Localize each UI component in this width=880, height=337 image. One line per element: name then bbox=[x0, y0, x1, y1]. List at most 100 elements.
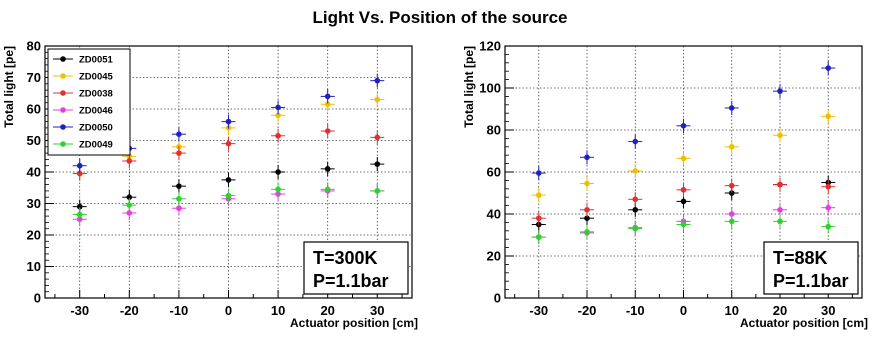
data-point bbox=[171, 201, 186, 216]
marker bbox=[825, 223, 832, 230]
condition-annotation: T=88K P=1.1bar bbox=[763, 241, 859, 295]
legend-marker bbox=[60, 141, 66, 147]
data-point bbox=[821, 200, 836, 215]
marker bbox=[535, 234, 542, 240]
annotation-line: P=1.1bar bbox=[773, 271, 849, 291]
marker bbox=[535, 215, 542, 221]
data-point bbox=[370, 130, 385, 145]
y-tick-label: 80 bbox=[27, 39, 41, 54]
marker bbox=[584, 215, 590, 221]
data-point bbox=[772, 128, 787, 143]
y-tick-label: 20 bbox=[27, 228, 41, 243]
data-point bbox=[221, 172, 236, 187]
marker bbox=[632, 196, 639, 203]
data-point bbox=[221, 188, 236, 203]
data-point bbox=[370, 183, 385, 198]
marker bbox=[728, 190, 735, 196]
marker bbox=[76, 211, 83, 218]
marker bbox=[584, 207, 590, 213]
y-tick-label: 10 bbox=[27, 259, 41, 274]
legend-marker bbox=[60, 73, 66, 79]
data-point bbox=[320, 123, 335, 139]
x-tick-label: 0 bbox=[680, 303, 687, 318]
marker bbox=[825, 204, 832, 211]
marker bbox=[324, 128, 331, 134]
marker bbox=[777, 218, 783, 225]
data-point bbox=[271, 164, 286, 180]
data-point bbox=[320, 182, 335, 197]
x-tick-label: 0 bbox=[225, 303, 232, 318]
y-tick-label: 80 bbox=[487, 123, 501, 138]
marker bbox=[535, 170, 542, 176]
data-point bbox=[580, 150, 595, 165]
annotation-box bbox=[763, 241, 859, 295]
data-point bbox=[772, 214, 787, 229]
legend-label: ZD0038 bbox=[79, 89, 113, 100]
marker bbox=[76, 170, 83, 177]
y-tick-label: 30 bbox=[27, 196, 41, 211]
marker bbox=[76, 203, 83, 210]
annotation-line: P=1.1bar bbox=[313, 271, 389, 291]
data-point bbox=[531, 188, 546, 203]
marker bbox=[225, 118, 232, 125]
marker bbox=[176, 150, 182, 156]
marker bbox=[584, 154, 590, 161]
y-tick-label: 120 bbox=[479, 39, 501, 54]
marker bbox=[126, 158, 133, 164]
data-point bbox=[676, 151, 691, 166]
y-tick-label: 100 bbox=[479, 81, 501, 96]
series-ZD0038 bbox=[72, 123, 385, 181]
data-point bbox=[72, 158, 87, 173]
data-point bbox=[531, 211, 546, 226]
marker bbox=[275, 112, 281, 119]
y-axis-label: Total light [pe] bbox=[2, 46, 16, 128]
data-point bbox=[724, 214, 739, 229]
marker bbox=[324, 186, 331, 193]
y-tick-label: 20 bbox=[487, 249, 501, 264]
condition-annotation: T=300K P=1.1bar bbox=[303, 241, 409, 295]
legend-marker bbox=[60, 56, 66, 62]
legend: ZD0051 ZD0045 ZD0038 ZD0046 ZD0050 ZD0049 bbox=[47, 48, 131, 156]
series-ZD0045 bbox=[531, 109, 836, 203]
marker bbox=[680, 123, 687, 129]
marker bbox=[825, 183, 832, 190]
x-tick-label: -10 bbox=[170, 303, 189, 318]
data-point bbox=[724, 139, 739, 154]
marker bbox=[126, 194, 133, 200]
plot-frame bbox=[504, 45, 863, 299]
data-point bbox=[772, 84, 787, 99]
series-ZD0049 bbox=[72, 182, 385, 222]
series-ZD0049 bbox=[531, 214, 836, 245]
data-point bbox=[171, 146, 186, 161]
data-point bbox=[821, 109, 836, 124]
data-point bbox=[531, 230, 546, 245]
marker bbox=[176, 205, 182, 212]
marker bbox=[225, 140, 232, 147]
marker bbox=[728, 218, 735, 225]
marker bbox=[632, 225, 639, 232]
series-ZD0050 bbox=[531, 60, 836, 181]
marker bbox=[176, 195, 182, 202]
data-point bbox=[724, 100, 739, 116]
marker bbox=[374, 188, 381, 194]
figure-title: Light Vs. Position of the source bbox=[312, 8, 567, 27]
chart-panels: -30 -20 -10 0 10 20 30 0 10 20 30 40 50 60 70 80 Actuato… bbox=[2, 39, 868, 331]
data-point bbox=[171, 191, 186, 206]
x-tick-label: -30 bbox=[529, 303, 548, 318]
data-point bbox=[531, 165, 546, 181]
data-point bbox=[580, 224, 595, 239]
data-point bbox=[724, 178, 739, 193]
legend-label: ZD0051 bbox=[79, 55, 114, 66]
x-tick-label: 10 bbox=[725, 303, 739, 318]
x-tick-label: 30 bbox=[370, 303, 384, 318]
marker bbox=[728, 144, 735, 150]
marker bbox=[126, 202, 133, 208]
legend-label: ZD0050 bbox=[79, 123, 113, 134]
marker bbox=[275, 132, 281, 139]
data-point bbox=[221, 136, 236, 151]
data-point bbox=[370, 157, 385, 172]
data-point bbox=[72, 166, 87, 181]
y-tick-label: 60 bbox=[487, 165, 501, 180]
